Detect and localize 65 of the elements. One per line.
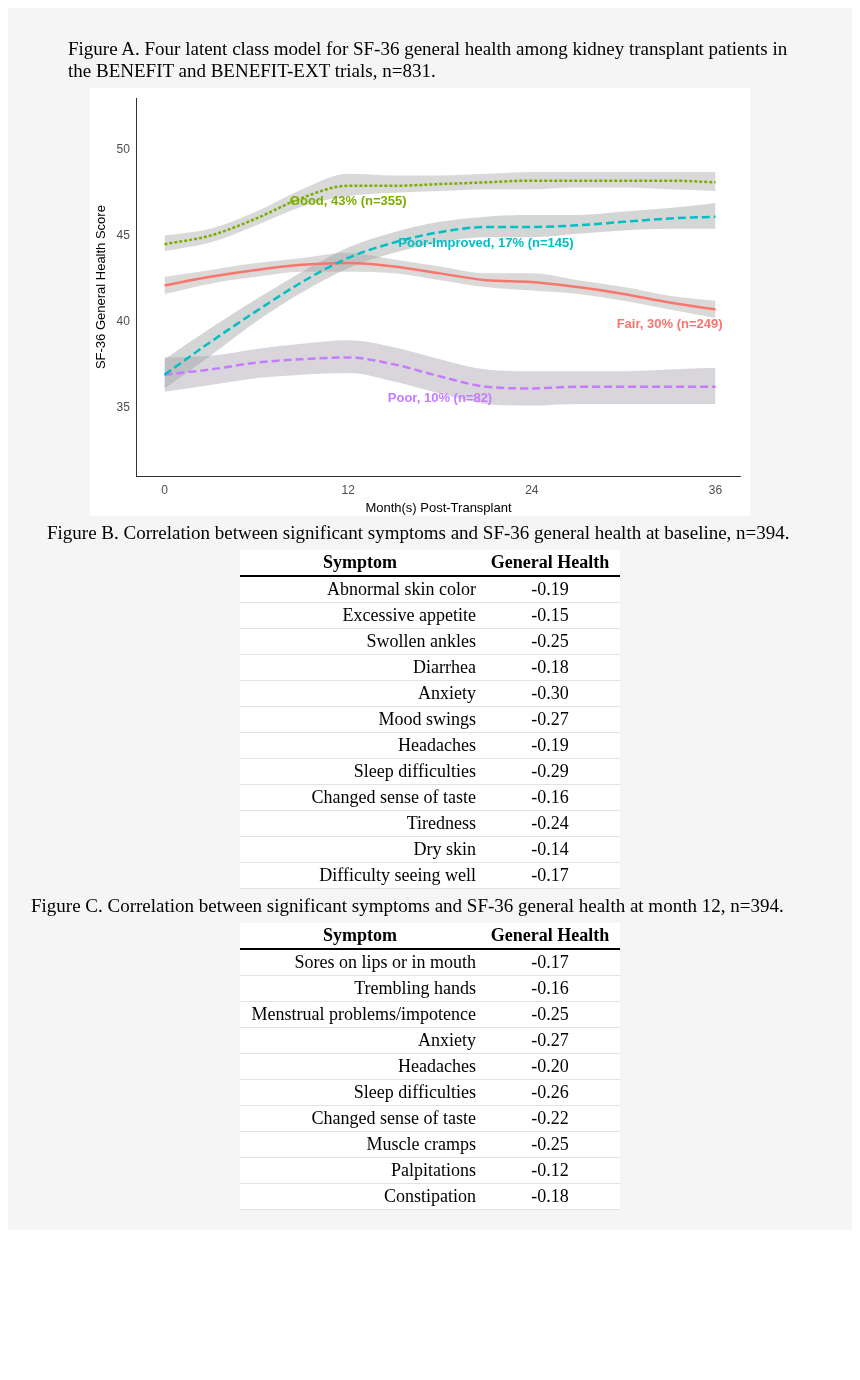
text: -0.26 <box>531 1082 569 1102</box>
category-label: Constipation <box>240 1183 480 1210</box>
category-label: Anxiety <box>240 1027 480 1054</box>
text: -0.17 <box>531 952 569 972</box>
category-label: Difficulty seeing well <box>240 862 480 889</box>
series-label: Fair, 30% (n=249) <box>616 316 723 332</box>
text: Figure B. Correlation between significant symptoms and SF-36 general health at baseline, n=394. <box>47 522 791 544</box>
category-label: Dry skin <box>240 836 480 863</box>
category-label: Anxiety <box>240 680 480 707</box>
category-label: Excessive appetite <box>240 602 480 629</box>
text: -0.14 <box>531 839 569 859</box>
text: -0.17 <box>531 865 569 885</box>
text: -0.22 <box>531 1108 569 1128</box>
text: -0.25 <box>531 1004 569 1024</box>
category-label: Menstrual problems/impotence <box>240 1001 480 1028</box>
x-tick-label: 24 <box>525 482 539 497</box>
category-label: Muscle cramps <box>240 1131 480 1158</box>
category-label: Headaches <box>240 732 480 759</box>
category-label: Mood swings <box>240 706 480 733</box>
category-label: Sleep difficulties <box>240 1079 480 1106</box>
text: -0.20 <box>531 1056 569 1076</box>
category-label: Diarrhea <box>240 654 480 681</box>
text: -0.30 <box>531 683 569 703</box>
text: -0.25 <box>531 631 569 651</box>
x-tick-label: 0 <box>161 482 169 497</box>
category-label: Abnormal skin color <box>240 576 480 603</box>
text: Symptom <box>240 550 480 576</box>
text: -0.16 <box>531 978 569 998</box>
category-label: Headaches <box>240 1053 480 1080</box>
category-label: Swollen ankles <box>240 628 480 655</box>
category-label: Sores on lips or in mouth <box>240 949 480 976</box>
text: -0.18 <box>531 1186 569 1206</box>
y-tick-label: 35 <box>116 399 131 414</box>
text: General Health <box>480 550 620 576</box>
text: Figure C. Correlation between significant symptoms and SF-36 general health at month 12, n=394. <box>31 895 785 917</box>
text: -0.19 <box>531 735 569 755</box>
category-label: Changed sense of taste <box>240 784 480 811</box>
series-label: Poor-Improved, 17% (n=145) <box>398 234 574 250</box>
series-label: Good, 43% (n=355) <box>289 193 407 209</box>
text: General Health <box>480 923 620 949</box>
y-tick-label: 50 <box>116 142 131 157</box>
chart-title: Figure A. Four latent class model for SF-36 general health among kidney transplant patients in the BENEFIT and BENEFIT-EXT trials, n=831. <box>68 38 789 82</box>
text: Symptom <box>240 923 480 949</box>
x-axis-title: Month(s) Post-Transplant <box>365 499 512 515</box>
text: -0.24 <box>531 813 569 833</box>
y-axis-title: SF-36 General Health Score <box>93 205 109 370</box>
category-label: Tiredness <box>240 810 480 837</box>
text: -0.29 <box>531 761 569 781</box>
text: -0.16 <box>531 787 569 807</box>
text: -0.12 <box>531 1160 569 1180</box>
text: -0.25 <box>531 1134 569 1154</box>
series-label: Poor, 10% (n=82) <box>387 389 493 405</box>
text: -0.19 <box>531 579 569 599</box>
category-label: Palpitations <box>240 1157 480 1184</box>
y-tick-label: 40 <box>116 313 131 328</box>
category-label: Trembling hands <box>240 975 480 1002</box>
category-label: Changed sense of taste <box>240 1105 480 1132</box>
y-tick-label: 45 <box>116 227 131 242</box>
category-label: Sleep difficulties <box>240 758 480 785</box>
text: -0.27 <box>531 709 569 729</box>
x-tick-label: 36 <box>708 482 723 497</box>
text: -0.15 <box>531 605 569 625</box>
text: -0.27 <box>531 1030 569 1050</box>
text: -0.18 <box>531 657 569 677</box>
x-tick-label: 12 <box>341 482 356 497</box>
